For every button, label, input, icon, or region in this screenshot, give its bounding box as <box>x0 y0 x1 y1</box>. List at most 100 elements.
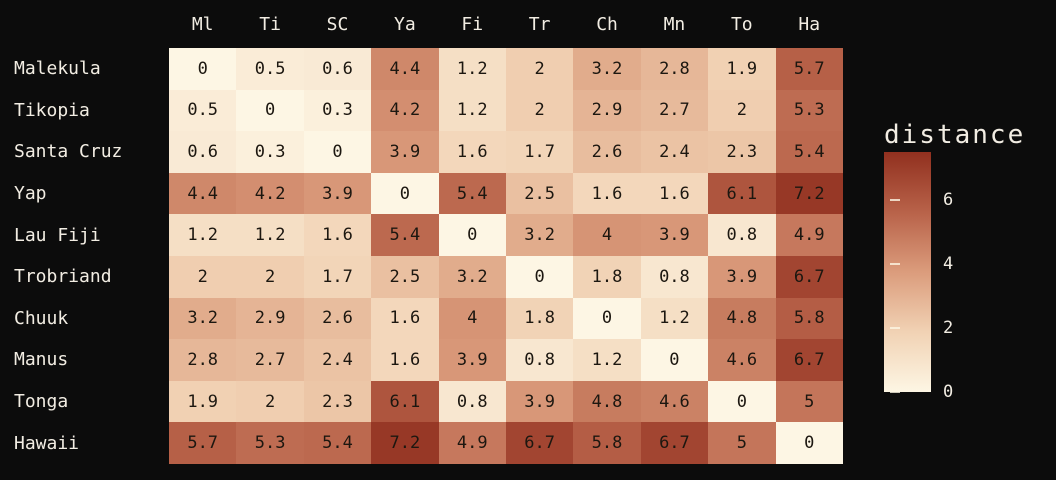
heatmap-cell: 0 <box>303 131 372 173</box>
heatmap-cell: 5 <box>775 380 843 423</box>
heatmap-cell: 0 <box>505 255 574 298</box>
heatmap-cell: 1.9 <box>169 380 237 423</box>
heatmap: Ml Ti SC Ya Fi Tr Ch Mn To Ha Malekula 0 0.5 0.6 4.4 1.… <box>0 0 843 464</box>
heatmap-cell: 0.8 <box>505 339 574 381</box>
heatmap-cell: 2.7 <box>640 89 709 132</box>
column-header: Ml <box>191 13 214 35</box>
heatmap-cell: 0.5 <box>236 48 304 90</box>
heatmap-cell: 0 <box>775 422 843 464</box>
heatmap-cell: 3.2 <box>505 214 574 256</box>
heatmap-cell: 5.4 <box>371 214 439 256</box>
heatmap-cell: 2.6 <box>303 297 372 340</box>
heatmap-cell: 1.6 <box>573 172 641 215</box>
heatmap-cell: 4.8 <box>708 297 776 340</box>
heatmap-cell: 5.4 <box>438 172 506 215</box>
row-label: Manus <box>14 349 69 371</box>
heatmap-cell: 3.9 <box>708 255 776 298</box>
heatmap-cell: 1.2 <box>573 339 641 381</box>
heatmap-cell: 0.8 <box>708 214 776 256</box>
heatmap-cell: 2.7 <box>236 339 304 381</box>
heatmap-cell: 5.3 <box>236 422 304 464</box>
heatmap-cell: 1.9 <box>708 48 776 90</box>
heatmap-cell: 4.6 <box>708 339 776 381</box>
heatmap-cell: 2 <box>505 48 574 90</box>
column-header: Ti <box>259 13 281 35</box>
colorbar-tick-label: 2 <box>943 318 954 338</box>
row-label: Malekula <box>14 58 101 80</box>
heatmap-cell: 0 <box>438 214 506 256</box>
row-label: Hawaii <box>14 432 80 454</box>
row-label: Yap <box>14 183 47 205</box>
column-header: Mn <box>663 13 686 35</box>
heatmap-cell: 7.2 <box>371 422 439 464</box>
heatmap-cell: 1.6 <box>371 339 439 381</box>
heatmap-cell: 0 <box>236 89 304 132</box>
heatmap-cell: 1.6 <box>640 172 709 215</box>
row-label: Chuuk <box>14 307 69 329</box>
colorbar-tick-mark <box>890 263 900 265</box>
heatmap-cell: 1.6 <box>438 131 506 173</box>
heatmap-cell: 1.2 <box>438 89 506 132</box>
heatmap-cell: 4.9 <box>438 422 506 464</box>
colorbar-tick-mark <box>890 327 900 329</box>
heatmap-cell: 4 <box>573 214 641 256</box>
colorbar-tick-label: 0 <box>943 382 954 402</box>
heatmap-cell: 2 <box>236 255 304 298</box>
heatmap-cell: 0 <box>169 48 237 90</box>
heatmap-cell: 2 <box>708 89 776 132</box>
heatmap-cell: 2.3 <box>303 380 372 423</box>
heatmap-cell: 2.9 <box>573 89 641 132</box>
heatmap-cell: 5.8 <box>775 297 843 340</box>
heatmap-cell: 0.5 <box>169 89 237 132</box>
heatmap-cell: 2.5 <box>505 172 574 215</box>
heatmap-cell: 4 <box>438 297 506 340</box>
heatmap-cell: 4.8 <box>573 380 641 423</box>
heatmap-cell: 7.2 <box>775 172 843 215</box>
heatmap-cell: 0 <box>371 172 439 215</box>
heatmap-cell: 2.3 <box>708 131 776 173</box>
heatmap-cell: 2.9 <box>236 297 304 340</box>
heatmap-cell: 3.2 <box>573 48 641 90</box>
heatmap-cell: 0.3 <box>236 131 304 173</box>
heatmap-cell: 2.5 <box>371 255 439 298</box>
heatmap-cell: 1.7 <box>303 255 372 298</box>
heatmap-cell: 2 <box>505 89 574 132</box>
heatmap-cell: 6.7 <box>640 422 709 464</box>
heatmap-cell: 3.9 <box>505 380 574 423</box>
heatmap-cell: 5.8 <box>573 422 641 464</box>
heatmap-cell: 4.4 <box>371 48 439 90</box>
heatmap-cell: 6.7 <box>505 422 574 464</box>
heatmap-cell: 2 <box>169 255 237 298</box>
heatmap-cell: 5.7 <box>169 422 237 464</box>
heatmap-cell: 2 <box>236 380 304 423</box>
heatmap-cell: 0 <box>708 380 776 423</box>
column-header: SC <box>326 13 349 35</box>
colorbar-tick-label: 6 <box>943 190 954 210</box>
corner-spacer <box>0 0 169 48</box>
heatmap-cell: 1.2 <box>169 214 237 256</box>
colorbar-tick-label: 4 <box>943 254 954 274</box>
row-label: Tonga <box>14 391 69 413</box>
heatmap-cell: 1.6 <box>303 214 372 256</box>
heatmap-cell: 2.6 <box>573 131 641 173</box>
row-label: Lau Fiji <box>14 224 101 246</box>
heatmap-cell: 6.7 <box>775 339 843 381</box>
heatmap-cell: 1.8 <box>505 297 574 340</box>
heatmap-cell: 2.4 <box>303 339 372 381</box>
heatmap-cell: 3.9 <box>371 131 439 173</box>
row-label: Tikopia <box>14 99 90 121</box>
heatmap-cell: 4.9 <box>775 214 843 256</box>
heatmap-cell: 5.3 <box>775 89 843 132</box>
heatmap-cell: 4.2 <box>371 89 439 132</box>
heatmap-cell: 2.4 <box>640 131 709 173</box>
colorbar <box>884 152 931 392</box>
column-header: To <box>730 13 753 35</box>
heatmap-cell: 4.4 <box>169 172 237 215</box>
column-header: Ya <box>394 13 416 35</box>
heatmap-cell: 1.6 <box>371 297 439 340</box>
colorbar-tick-mark <box>890 199 900 201</box>
legend-title: distance <box>884 120 1026 150</box>
heatmap-cell: 1.7 <box>505 131 574 173</box>
heatmap-cell: 5.7 <box>775 48 843 90</box>
heatmap-cell: 0 <box>573 297 641 340</box>
